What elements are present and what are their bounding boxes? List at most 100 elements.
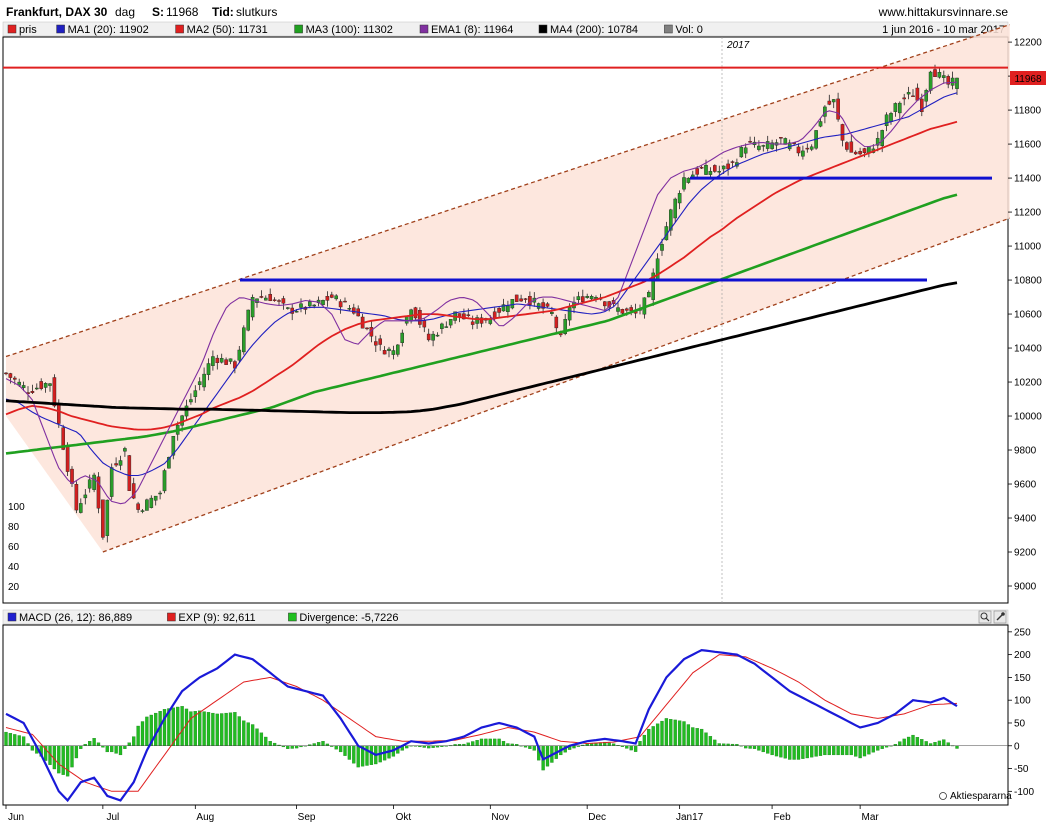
candle-body (669, 209, 673, 231)
divergence-bar (625, 745, 629, 749)
divergence-bar (8, 733, 13, 746)
legend-swatch (288, 612, 297, 622)
legend-item: MACD (26, 12): 86,889 (7, 612, 132, 624)
legend-label: MA2 (50): 11731 (187, 24, 268, 36)
chart-header: Frankfurt, DAX 30 dag S: 11968 Tid: slut… (6, 5, 1008, 19)
legend-label: EMA1 (8): 11964 (431, 24, 513, 36)
candle-body (673, 198, 677, 219)
y-tick-label: 12200 (1014, 38, 1042, 49)
trend-channel-fill (6, 24, 1010, 553)
divergence-bar (215, 713, 219, 746)
y-tick-label: 11000 (1014, 242, 1042, 253)
divergence-bar (924, 741, 928, 746)
macd-line (5, 648, 958, 803)
candle-body (730, 161, 735, 163)
divergence-bar (506, 743, 510, 746)
candle-body (563, 319, 567, 335)
candle-body (413, 307, 418, 319)
legend-item: MA3 (100): 11302 (294, 24, 393, 36)
candle-body (743, 147, 748, 154)
legend-label: MACD (26, 12): 86,889 (19, 612, 132, 624)
candle-body (757, 145, 761, 150)
period-label: dag (115, 5, 135, 19)
divergence-bar (290, 745, 294, 749)
candle-body (682, 177, 686, 190)
y-tick-label: 9200 (1014, 548, 1037, 559)
candle-body (875, 138, 880, 146)
volume-tick-label: 60 (8, 542, 20, 553)
candle-body (241, 327, 246, 353)
divergence-bar (242, 720, 246, 746)
volume-tick-label: 40 (8, 562, 20, 573)
watermark: Aktiespararna (939, 791, 1012, 802)
candle-body (501, 304, 506, 312)
divergence-bar (862, 745, 867, 757)
divergence-bar (316, 742, 321, 746)
divergence-bar (677, 720, 682, 746)
divergence-bar (206, 712, 211, 746)
candle-body (933, 69, 937, 78)
x-tick-label: Mar (862, 812, 880, 823)
divergence-bar (876, 745, 880, 751)
macd-tick-label: 150 (1014, 673, 1031, 684)
candle-body (268, 294, 273, 301)
zoom-icon[interactable] (978, 610, 992, 624)
candle-body (334, 295, 339, 300)
volume-tick-label: 80 (8, 522, 20, 533)
candle-body (206, 363, 211, 376)
candle-body (902, 97, 906, 100)
legend-swatch (56, 24, 65, 34)
y-tick-label: 10200 (1014, 378, 1042, 389)
candle-body (250, 297, 255, 318)
candle-body (686, 177, 691, 183)
divergence-bar (57, 745, 61, 774)
divergence-bar (757, 745, 761, 751)
divergence-bar (343, 745, 347, 756)
divergence-bar (708, 736, 713, 746)
candle-body (312, 304, 317, 307)
legend-swatch (664, 24, 673, 34)
x-tick-label: Nov (491, 812, 509, 823)
divergence-bar (79, 745, 83, 749)
divergence-bar (475, 740, 479, 746)
candle-body (853, 151, 858, 155)
channel-upper-line (5, 24, 1011, 358)
candle-body (391, 350, 396, 355)
divergence-bar (532, 745, 536, 751)
divergence-bar (334, 745, 338, 750)
candle-body (259, 296, 264, 298)
y-tick-label: 11400 (1014, 174, 1042, 185)
divergence-bar (484, 738, 488, 746)
candle-body (21, 385, 26, 388)
candle-body (219, 358, 224, 363)
divergence-bar (682, 721, 686, 746)
candle-body (330, 294, 334, 298)
candle-body (708, 171, 713, 175)
candle-body (286, 307, 290, 309)
candle-body (228, 358, 233, 362)
candle-body (898, 102, 902, 114)
candle-body (189, 399, 193, 403)
divergence-bar (893, 744, 898, 746)
divergence-bar (26, 743, 30, 746)
candle-body (43, 383, 48, 388)
divergence-bar (783, 745, 787, 759)
divergence-bar (4, 731, 8, 746)
y-tick-label: 11600 (1014, 140, 1042, 151)
candle-body (840, 124, 845, 141)
candle-body (519, 298, 523, 302)
candle-body (78, 503, 83, 513)
divergence-bar (224, 712, 228, 746)
divergence-bar (849, 745, 853, 756)
ma-line (5, 81, 958, 505)
legend-label: EXP (9): 92,611 (178, 612, 255, 624)
divergence-bar (946, 742, 950, 746)
divergence-bar (642, 734, 647, 746)
divergence-bar (840, 745, 845, 756)
divergence-bar (915, 737, 920, 746)
divergence-bar (955, 745, 959, 749)
candle-body (889, 113, 893, 123)
candle-body (114, 463, 118, 466)
settings-icon[interactable] (993, 610, 1007, 624)
divergence-bar (722, 743, 726, 746)
